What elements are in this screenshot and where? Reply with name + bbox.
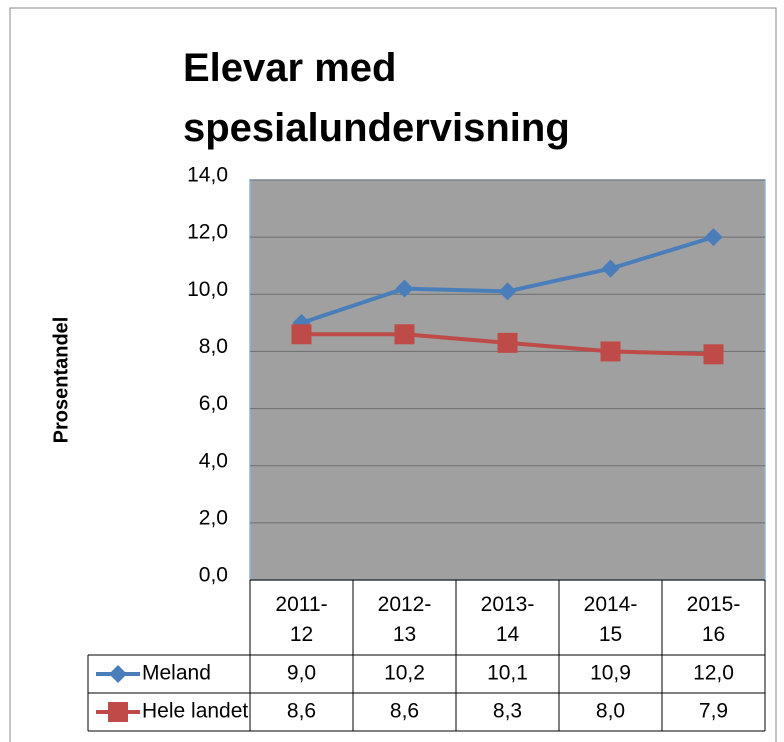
chart-title: Elevar med spesialundervisning — [183, 46, 570, 150]
y-tick-label: 12,0 — [187, 221, 228, 244]
y-tick-label: 14,0 — [187, 164, 228, 187]
table-value: 8,0 — [596, 700, 625, 723]
point — [703, 344, 724, 365]
x-tick-label: 2013-14 — [456, 590, 559, 650]
x-tick-text: 2014-15 — [583, 593, 638, 646]
table-value: 10,2 — [384, 662, 425, 685]
x-tick-label: 2014-15 — [559, 590, 662, 650]
table-value: 10,9 — [590, 662, 631, 685]
table-value: 7,9 — [699, 700, 728, 723]
legend-label: Hele landet — [142, 700, 248, 723]
point — [498, 282, 517, 301]
point — [394, 324, 415, 345]
plot-area — [249, 179, 766, 581]
chart-border — [9, 7, 777, 742]
x-tick-text: 2012-13 — [377, 593, 432, 646]
x-tick-label: 2015-16 — [662, 590, 765, 650]
x-tick-text: 2015-16 — [686, 593, 741, 646]
x-tick-label: 2011-12 — [250, 590, 353, 650]
table-value: 10,1 — [487, 662, 528, 685]
x-tick-text: 2013-14 — [480, 593, 535, 646]
y-tick-label: 4,0 — [199, 449, 228, 472]
y-tick-label: 10,0 — [187, 278, 228, 301]
point — [704, 228, 723, 247]
table-value: 8,6 — [390, 700, 419, 723]
point — [600, 341, 621, 362]
x-tick-label: 2012-13 — [353, 590, 456, 650]
table-value: 12,0 — [693, 662, 734, 685]
point — [109, 665, 127, 683]
y-tick-label: 6,0 — [199, 392, 228, 415]
table-value: 9,0 — [287, 662, 316, 685]
table-value: 8,6 — [287, 700, 316, 723]
point — [108, 702, 128, 722]
legend-label: Meland — [142, 662, 211, 685]
y-axis-label: Prosentandel — [50, 317, 72, 444]
y-tick-label: 2,0 — [199, 506, 228, 529]
table-value: 8,3 — [493, 700, 522, 723]
point — [601, 259, 620, 278]
point — [395, 279, 414, 298]
x-tick-text: 2011-12 — [275, 593, 328, 646]
y-tick-label: 8,0 — [199, 335, 228, 358]
y-tick-label: 0,0 — [199, 564, 228, 587]
point — [497, 332, 518, 353]
point — [291, 324, 312, 345]
